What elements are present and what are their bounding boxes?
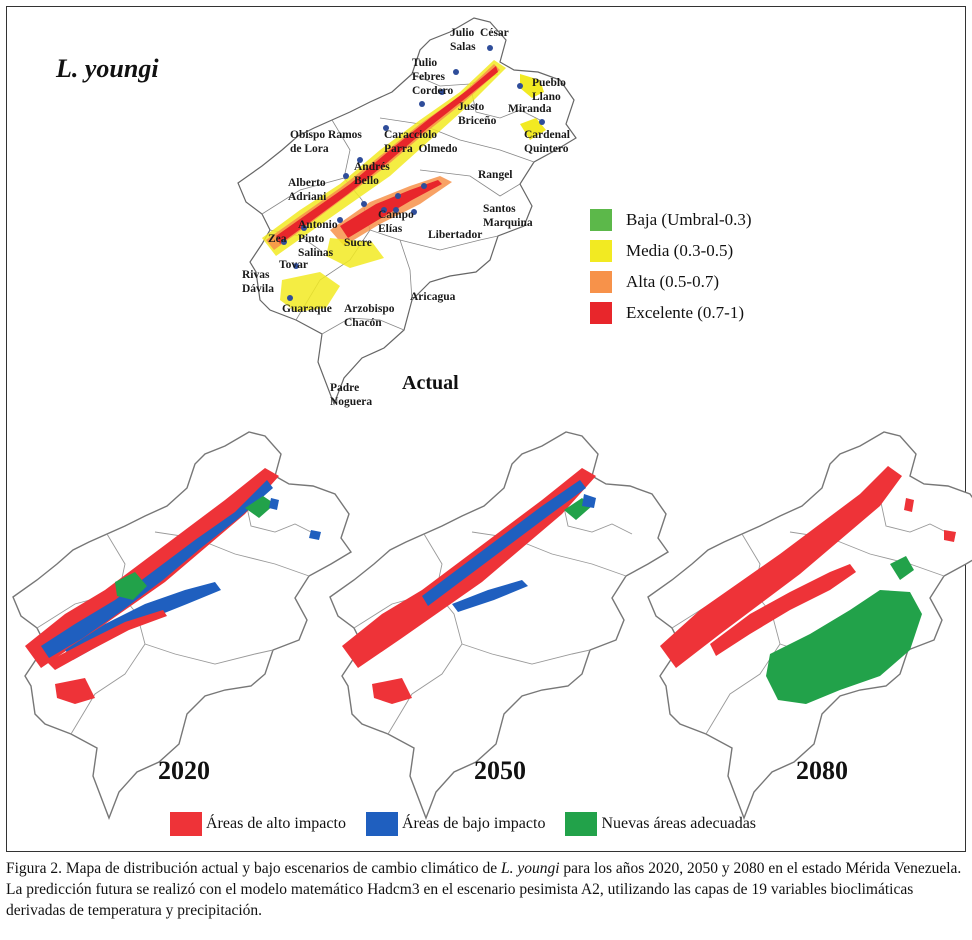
municipality-label: Tovar [279,259,308,271]
suitability-legend: Baja (Umbral-0.3) Media (0.3-0.5) Alta (… [590,204,752,328]
municipality-label: Padre Noguera [330,382,373,408]
municipality-label: Rangel [478,169,513,181]
legend-item-alto-impacto: Áreas de alto impacto [170,812,346,836]
municipality-label: Pueblo Llano [532,77,566,103]
caption-text-end: para los años 2020, 2050 y 2080 en el es… [6,860,962,919]
legend-label: Áreas de alto impacto [206,815,346,832]
legend-label: Nuevas áreas adecuadas [601,815,757,832]
municipality-label: Arzobispo Chacón [344,303,395,329]
municipality-label: Justo Briceño [458,101,497,127]
legend-label: Baja (Umbral-0.3) [626,209,752,229]
municipality-label: Campo Elías [378,209,414,235]
map-actual-label: Actual [402,372,459,394]
legend-swatch [590,239,612,262]
municipality-label: Tulio Febres Cordero [412,57,454,97]
municipality-label: Caracciolo Parra Olmedo [384,129,458,155]
impact-legend: Áreas de alto impacto Áreas de bajo impa… [170,812,776,836]
legend-label: Áreas de bajo impacto [401,815,546,832]
municipality-label: Antonio Pinto Salinas [298,219,338,259]
legend-label: Alta (0.5-0.7) [626,271,720,291]
municipality-label: Rivas Dávila [242,269,274,295]
legend-swatch [170,812,202,836]
municipality-label: Julio César Salas [450,27,509,53]
municipality-label: Andrés Bello [354,161,390,187]
municipality-label: Guaraque [282,303,332,315]
municipality-label: Sucre [344,237,372,249]
map-2080 [647,431,972,819]
legend-item-nuevas-areas: Nuevas áreas adecuadas [565,812,756,836]
legend-swatch [590,208,612,231]
legend-item-baja: Baja (Umbral-0.3) [590,204,752,235]
year-label-2080: 2080 [796,756,848,785]
municipality-label: Santos Marquina [483,203,533,229]
municipality-label: Aricagua [410,291,456,303]
legend-item-media: Media (0.3-0.5) [590,235,752,266]
map-actual [237,17,577,405]
municipality-label: Miranda [508,103,552,115]
legend-swatch [365,812,398,836]
caption-species: L. youngi [500,860,560,877]
municipality-label: Libertador [428,229,483,241]
figure-caption: Figura 2. Mapa de distribución actual y … [6,858,966,921]
legend-swatch [565,812,598,836]
map-2050 [329,431,669,819]
legend-swatch [590,270,612,293]
municipality-label: Cardenal Quintero [524,129,570,155]
species-title: L. youngi [56,54,159,83]
legend-item-excelente: Excelente (0.7-1) [590,297,752,328]
caption-text-start: Figura 2. Mapa de distribución actual y … [6,860,501,877]
year-label-2020: 2020 [158,756,210,785]
municipality-label: Zea [268,233,287,245]
legend-item-alta: Alta (0.5-0.7) [590,266,752,297]
year-label-2050: 2050 [474,756,526,785]
municipality-label: Obispo Ramos de Lora [290,129,362,155]
municipality-label: Alberto Adriani [288,177,327,203]
map-2020 [12,431,352,819]
legend-label: Media (0.3-0.5) [626,240,734,260]
legend-swatch [590,301,612,324]
legend-label: Excelente (0.7-1) [626,302,744,322]
legend-item-bajo-impacto: Áreas de bajo impacto [365,812,546,836]
